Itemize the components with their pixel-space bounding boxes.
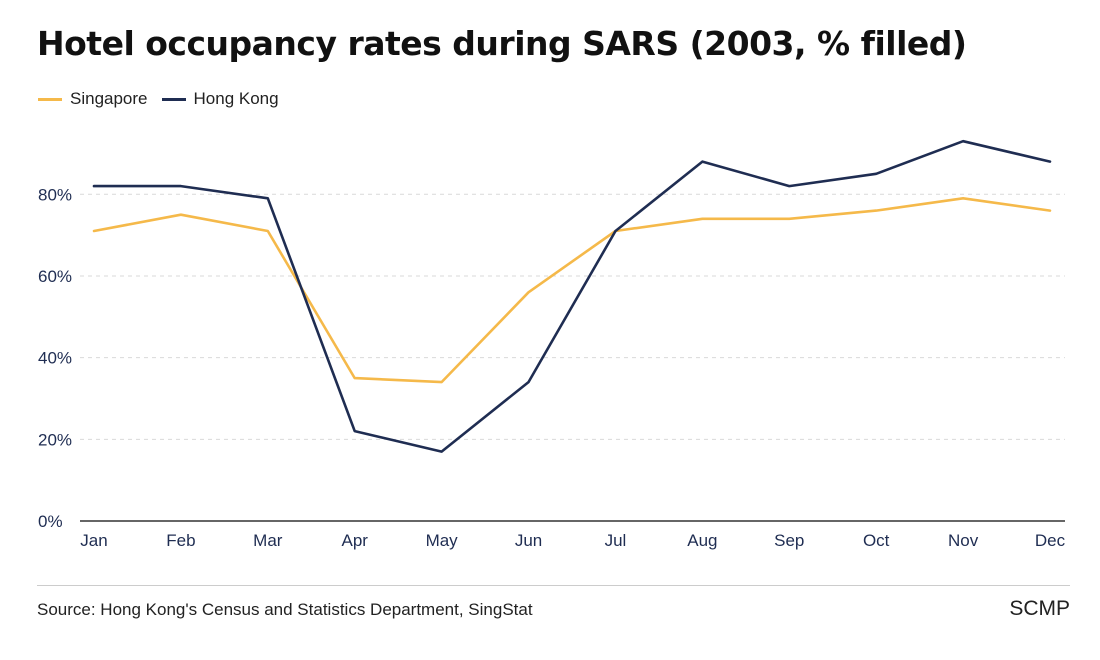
y-tick-label-0: 0%: [38, 512, 63, 531]
series-line-singapore: [92, 197, 1052, 384]
brand-logo-text: SCMP: [1009, 597, 1070, 620]
x-tick-label-mar: Mar: [253, 531, 283, 550]
x-tick-label-oct: Oct: [863, 531, 890, 550]
legend-item-hong-kong: Hong Kong: [161, 89, 279, 109]
legend-label-hong-kong: Hong Kong: [193, 89, 279, 108]
legend-swatch-hong-kong: [161, 97, 186, 101]
legend: Singapore Hong Kong: [38, 89, 293, 109]
x-tick-label-may: May: [426, 531, 459, 550]
x-tick-label-feb: Feb: [166, 531, 195, 550]
series-line-hong-kong: [92, 139, 1052, 453]
x-tick-label-jul: Jul: [605, 531, 627, 550]
y-tick-label-20: 20%: [38, 430, 72, 449]
x-tick-label-jan: Jan: [80, 531, 107, 550]
x-tick-label-dec: Dec: [1035, 531, 1066, 550]
x-tick-label-sep: Sep: [774, 531, 804, 550]
chart-title: Hotel occupancy rates during SARS (2003,…: [37, 24, 967, 63]
x-tick-label-nov: Nov: [948, 531, 979, 550]
source-note: Source: Hong Kong's Census and Statistic…: [37, 600, 533, 619]
legend-item-singapore: Singapore: [38, 89, 148, 109]
legend-swatch-singapore: [38, 97, 62, 101]
x-tick-label-jun: Jun: [515, 531, 542, 550]
y-tick-label-40: 40%: [38, 349, 72, 368]
x-tick-label-apr: Apr: [341, 531, 368, 550]
footer-divider: [37, 585, 1070, 586]
legend-label-singapore: Singapore: [70, 89, 148, 108]
line-chart: 0% 20% 40% 60% 80% Jan Feb Mar Apr May Jun Jul Aug Se…: [38, 139, 1066, 550]
x-tick-label-aug: Aug: [687, 531, 717, 550]
y-tick-label-60: 60%: [38, 267, 72, 286]
y-tick-label-80: 80%: [38, 185, 72, 204]
